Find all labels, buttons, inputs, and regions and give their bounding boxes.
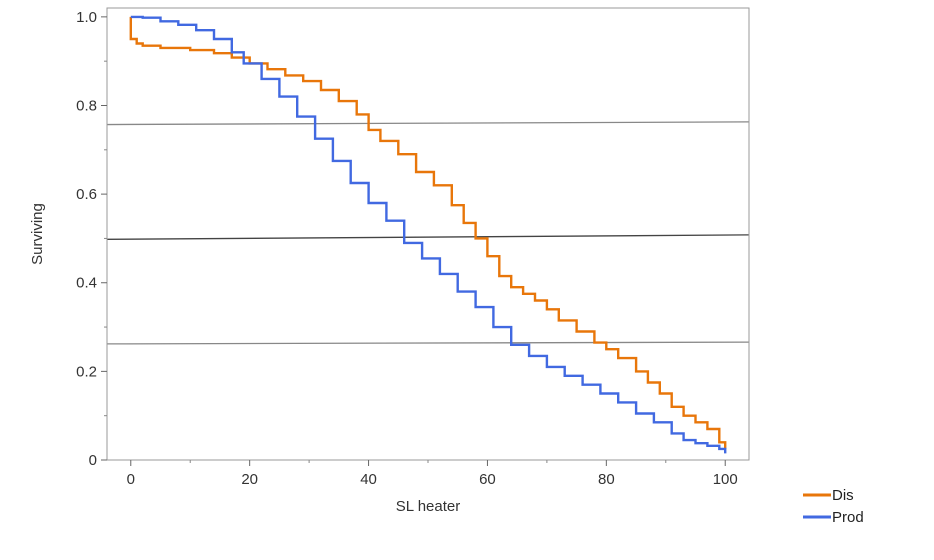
legend-label-dis: Dis [832, 487, 854, 504]
x-tick-label: 40 [360, 471, 377, 488]
y-tick-label: 0.2 [76, 363, 97, 380]
legend: Dis Prod [803, 487, 864, 526]
y-axis: 0 0.2 0.4 0.6 0.8 1.0 [76, 9, 107, 469]
y-tick-label: 0.4 [76, 275, 97, 292]
series-lines [129, 15, 727, 454]
reference-line-1 [106, 121, 750, 126]
y-tick-label: 0.8 [76, 97, 97, 114]
x-tick-label: 60 [479, 471, 496, 488]
x-tick-label: 80 [598, 471, 615, 488]
reference-lines [106, 121, 750, 345]
series-line-prod [130, 15, 727, 454]
y-tick-label: 0.6 [76, 186, 97, 203]
y-axis-title: Surviving [29, 203, 46, 265]
legend-label-prod: Prod [832, 509, 864, 526]
x-tick-label: 0 [127, 471, 135, 488]
x-axis: 0 20 40 60 80 100 [127, 460, 738, 488]
y-tick-label: 0 [89, 452, 97, 469]
x-tick-label: 100 [713, 471, 738, 488]
x-tick-label: 20 [241, 471, 258, 488]
series-line-dis [129, 16, 727, 449]
x-axis-title: SL heater [396, 498, 461, 515]
reference-line-3 [106, 341, 750, 345]
chart-panel [0, 0, 800, 560]
reference-line-2 [106, 234, 750, 240]
y-tick-label: 1.0 [76, 9, 97, 26]
